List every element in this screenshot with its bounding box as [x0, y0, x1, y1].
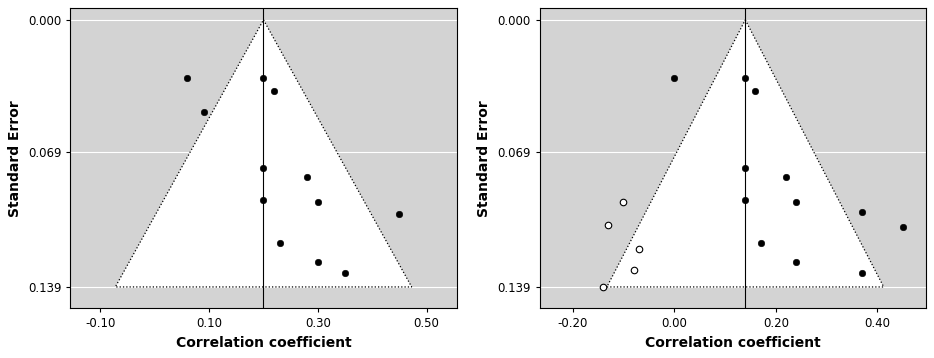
Point [267, 88, 282, 94]
Point [596, 284, 611, 290]
Point [616, 199, 630, 205]
Point [392, 211, 407, 217]
Point [738, 165, 753, 171]
Point [896, 224, 911, 230]
X-axis label: Correlation coefficient: Correlation coefficient [644, 336, 820, 350]
Point [753, 240, 768, 246]
Point [855, 271, 870, 276]
Y-axis label: Standard Error: Standard Error [8, 100, 22, 217]
Point [778, 175, 793, 180]
Polygon shape [607, 20, 884, 287]
Point [667, 74, 682, 80]
Y-axis label: Standard Error: Standard Error [477, 100, 491, 217]
Point [601, 223, 616, 228]
Polygon shape [115, 20, 412, 287]
Point [310, 259, 325, 265]
X-axis label: Correlation coefficient: Correlation coefficient [176, 336, 351, 350]
Point [626, 267, 641, 272]
Point [300, 175, 315, 180]
Point [273, 240, 288, 246]
Point [631, 246, 646, 251]
Point [310, 199, 325, 205]
Point [748, 88, 763, 94]
Point [855, 209, 870, 215]
Point [738, 74, 753, 80]
Point [256, 74, 271, 80]
Point [337, 271, 352, 276]
Point [196, 109, 211, 115]
Point [738, 198, 753, 203]
Point [180, 74, 195, 80]
Point [256, 165, 271, 171]
Point [256, 198, 271, 203]
Point [788, 199, 803, 205]
Point [788, 259, 803, 265]
